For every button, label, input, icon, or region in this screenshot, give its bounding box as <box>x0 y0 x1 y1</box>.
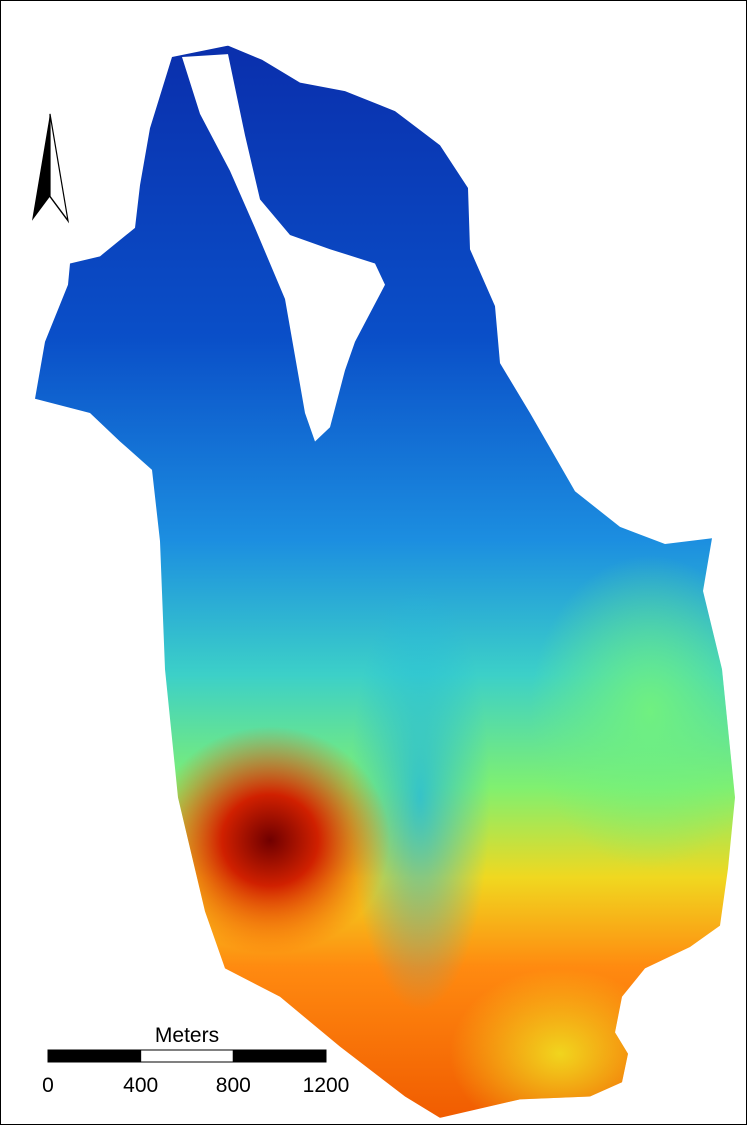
map: Meters 0 400 800 1200 <box>0 0 747 1125</box>
scale-segment <box>233 1050 326 1062</box>
scale-label: 0 <box>42 1074 54 1097</box>
scale-label: 800 <box>216 1074 251 1097</box>
scale-unit: Meters <box>155 1024 219 1047</box>
scale-segment <box>141 1050 234 1062</box>
scale-segment <box>48 1050 141 1062</box>
scale-label: 1200 <box>303 1074 350 1097</box>
scale-label: 400 <box>123 1074 158 1097</box>
